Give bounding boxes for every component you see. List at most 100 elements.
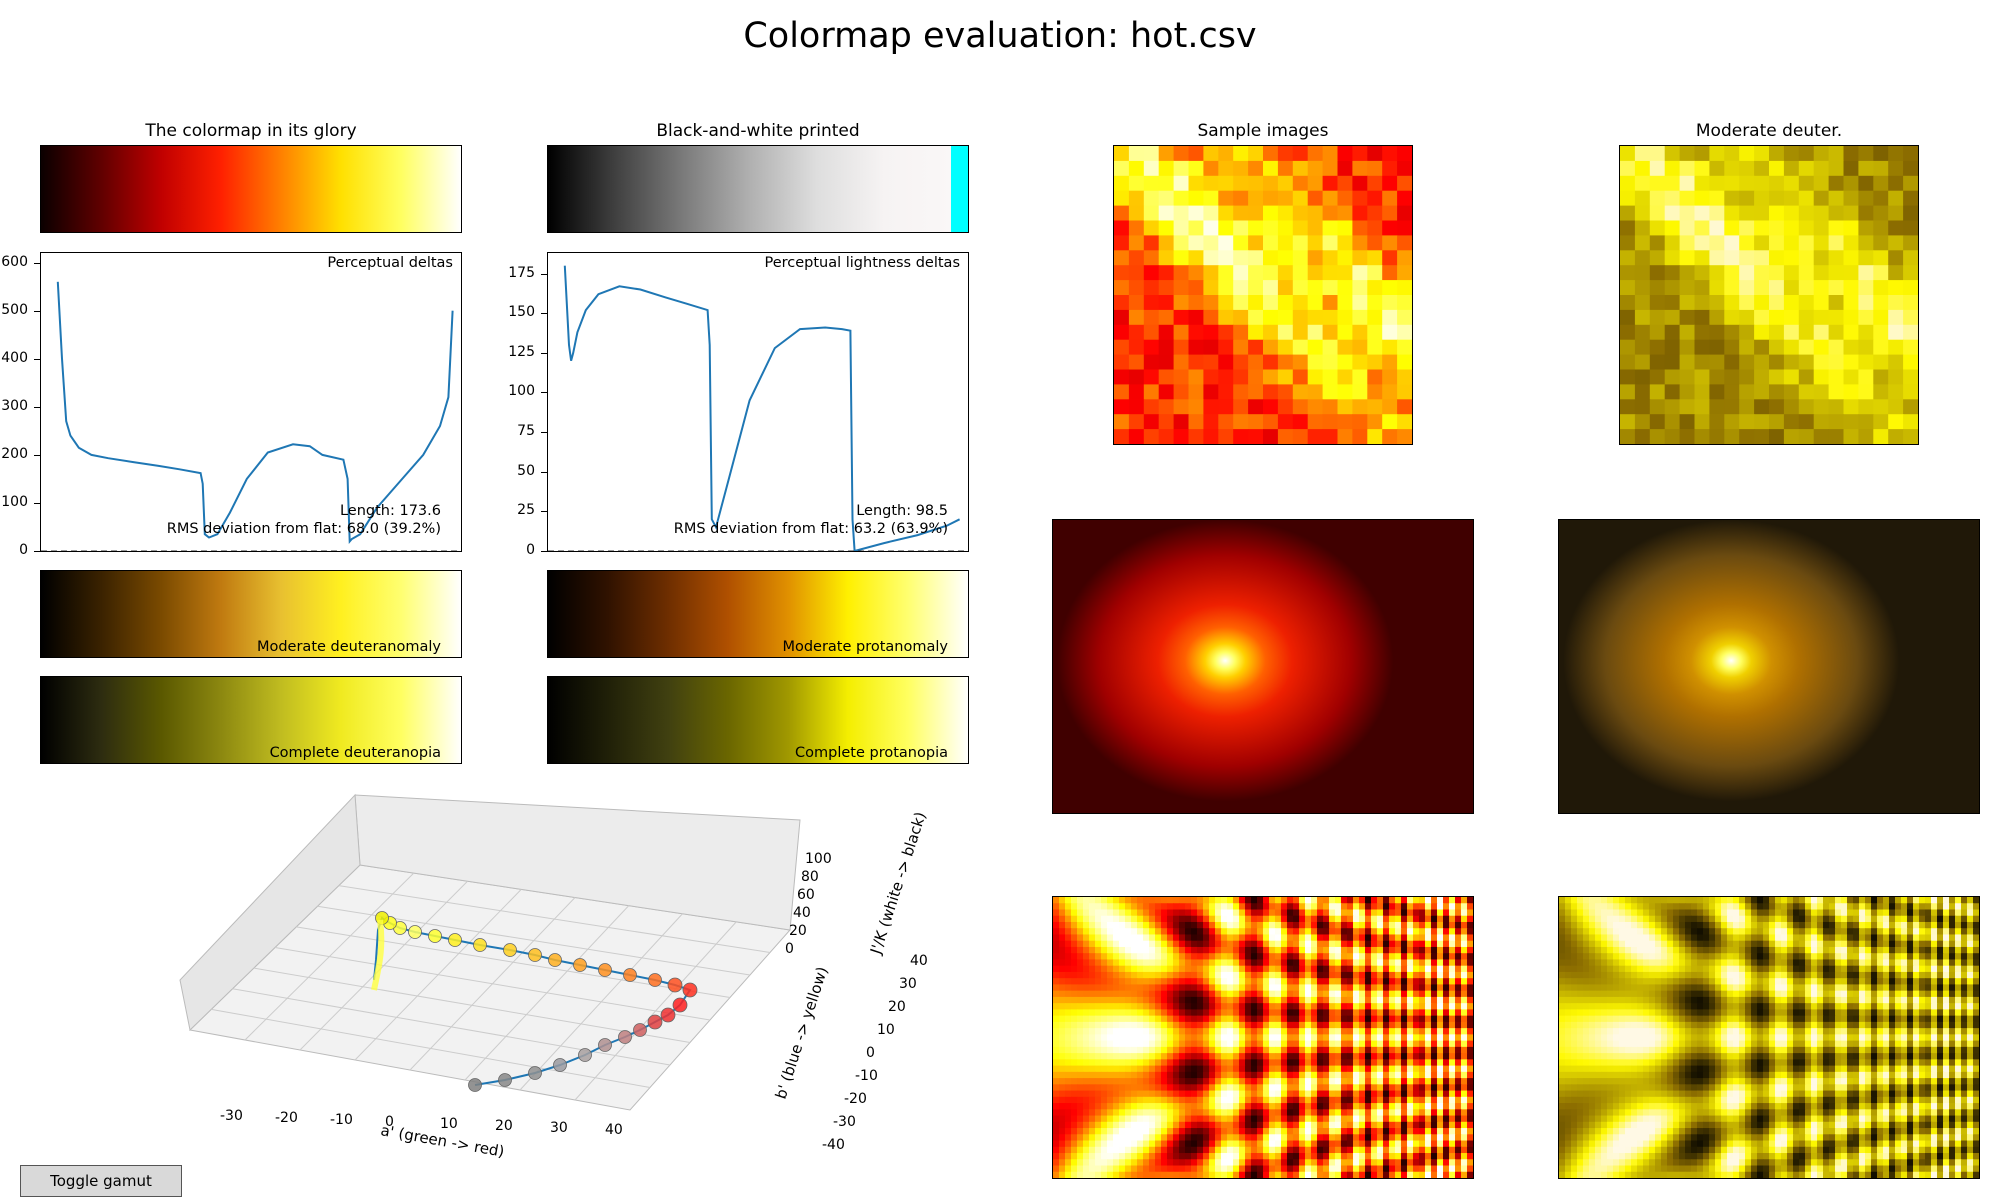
path-point (553, 1058, 567, 1072)
x-tick-label: -30 (220, 1108, 243, 1124)
perceptual-deltas-axes: Perceptual deltas Length: 173.6 RMS devi… (40, 252, 462, 552)
perceptual-deltas-series-line (56, 281, 454, 544)
x-tick-label: -20 (275, 1110, 298, 1126)
sample-noise-deuter (1619, 145, 1919, 445)
z-tick-label: 20 (789, 923, 807, 939)
ytick-mark (541, 471, 547, 473)
moderate-protanomaly-colorbar: Moderate protanomaly (547, 570, 969, 658)
y-axis-label: b' (blue -> yellow) (772, 964, 832, 1101)
z-axis-label: J'/K (white -> black) (866, 810, 929, 958)
ytick-mark (34, 502, 40, 504)
x-tick-label: 0 (385, 1114, 394, 1130)
path-point (598, 1038, 612, 1052)
ytick-mark (541, 273, 547, 275)
z-tick-label: 80 (801, 869, 819, 885)
path-point (468, 1078, 482, 1092)
sample-terrain-hot (1052, 519, 1474, 814)
path-point (648, 973, 662, 987)
ytick-mark (541, 352, 547, 354)
ytick-label: 150 (508, 304, 535, 321)
lightness-deltas-plot (548, 265, 968, 551)
perceptual-lightness-deltas-series-line (563, 265, 961, 551)
ytick-label: 300 (1, 397, 28, 414)
figure-title: Colormap evaluation: hot.csv (743, 16, 1257, 56)
glory-title: The colormap in its glory (145, 121, 357, 141)
ytick-label: 100 (1, 493, 28, 510)
path-point (667, 977, 683, 993)
path-point (647, 1014, 663, 1030)
x-tick-label: 40 (605, 1122, 623, 1138)
y-tick-label: -10 (855, 1068, 878, 1084)
path-point (618, 1030, 632, 1044)
ytick-mark (34, 310, 40, 312)
path-point (672, 997, 688, 1013)
moderate-deuteranomaly-colorbar: Moderate deuteranomaly (40, 570, 462, 658)
complete-deuteranopia-label: Complete deuteranopia (269, 745, 441, 761)
path-point (598, 963, 612, 977)
sample-wave-hot (1052, 896, 1474, 1179)
z-tick-label: 0 (785, 941, 794, 957)
sample-noise-hot (1113, 145, 1413, 445)
deuter-title: Moderate deuter. (1695, 121, 1843, 141)
path-point (528, 948, 542, 962)
ytick-mark (34, 358, 40, 360)
path-point (633, 1023, 647, 1037)
glory-colorbar (40, 145, 462, 233)
ytick-label: 0 (19, 542, 28, 558)
path-point (498, 1073, 512, 1087)
ytick-label: 100 (508, 383, 535, 400)
path-point (473, 938, 487, 952)
ytick-label: 200 (1, 445, 28, 462)
y-tick-label: 20 (888, 999, 906, 1015)
lightness-deltas-label: Perceptual lightness deltas (764, 255, 960, 271)
ytick-label: 125 (508, 343, 535, 360)
path-point (623, 968, 637, 982)
y-tick-label: -20 (844, 1091, 867, 1107)
path-point (503, 943, 517, 957)
path-point (578, 1048, 592, 1062)
y-tick-label: -40 (822, 1137, 845, 1153)
lightness-deltas-length: Length: 98.5 (856, 503, 948, 519)
ytick-mark (34, 406, 40, 408)
path-point (548, 953, 562, 967)
z-tick-label: 40 (793, 905, 811, 921)
complete-deuteranopia-colorbar: Complete deuteranopia (40, 676, 462, 764)
path-point (660, 1007, 676, 1023)
ytick-mark (541, 392, 547, 394)
perceptual-deltas-label: Perceptual deltas (327, 255, 453, 271)
bw-colorbar (547, 145, 969, 233)
moderate-protanomaly-label: Moderate protanomaly (782, 639, 948, 655)
y-tick-label: 30 (899, 976, 917, 992)
perceptual-deltas-length: Length: 173.6 (339, 503, 441, 519)
samples-title: Sample images (1197, 121, 1329, 141)
toggle-gamut-button[interactable]: Toggle gamut (20, 1165, 182, 1197)
ytick-label: 500 (1, 301, 28, 318)
lightness-deltas-axes: Perceptual lightness deltas Length: 98.5… (547, 252, 969, 552)
path-point (528, 1066, 542, 1080)
y-tick-label: 10 (877, 1022, 895, 1038)
perceptual-deltas-plot (41, 281, 461, 551)
ytick-label: 400 (1, 349, 28, 366)
lightness-deltas-rms: RMS deviation from flat: 63.2 (63.9%) (673, 521, 948, 537)
path-point (573, 958, 587, 972)
perceptual-deltas-rms: RMS deviation from flat: 68.0 (39.2%) (166, 521, 441, 537)
ytick-label: 600 (1, 253, 28, 270)
moderate-deuteranomaly-label: Moderate deuteranomaly (256, 639, 441, 655)
3d-colorspace-plot[interactable]: -30 -20 -10 0 10 20 30 40403020100-10-20-30-401… (160, 790, 950, 1170)
x-tick-label: 20 (495, 1118, 513, 1134)
ytick-mark (541, 313, 547, 315)
path-point (448, 933, 462, 947)
ytick-label: 0 (526, 542, 535, 558)
ytick-mark (541, 551, 547, 552)
path-point (408, 925, 422, 939)
ytick-mark (34, 262, 40, 264)
ytick-mark (34, 551, 40, 552)
ytick-label: 50 (517, 462, 535, 479)
bw-title: Black-and-white printed (656, 121, 860, 141)
ytick-mark (34, 454, 40, 456)
sample-terrain-deuter (1558, 519, 1980, 814)
y-tick-label: 0 (866, 1045, 875, 1061)
complete-protanopia-colorbar: Complete protanopia (547, 676, 969, 764)
y-tick-label: 40 (910, 953, 928, 969)
complete-protanopia-label: Complete protanopia (795, 745, 948, 761)
